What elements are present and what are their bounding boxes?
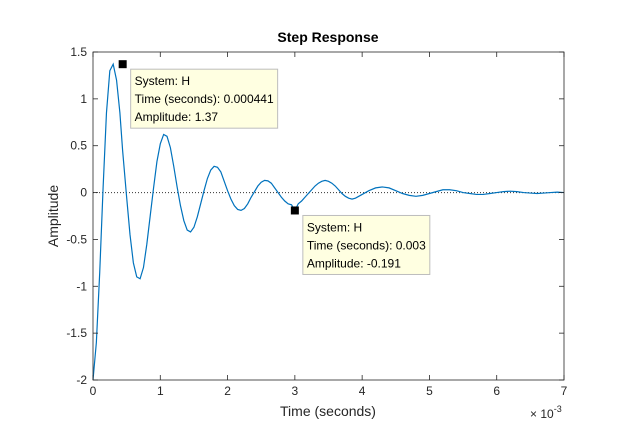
y-tick-label: -2 bbox=[76, 373, 87, 387]
datatip-system: System: H bbox=[135, 74, 190, 88]
series-line-0 bbox=[92, 62, 565, 381]
datatip-amp: Amplitude: 1.37 bbox=[135, 110, 219, 124]
y-tick-label: 1 bbox=[80, 92, 87, 106]
axes-layer bbox=[92, 51, 565, 381]
y-tick-label: 0.5 bbox=[70, 139, 87, 153]
datatip-marker-0 bbox=[118, 60, 127, 69]
y-tick-label: 0 bbox=[80, 186, 87, 200]
x-tick-label: 1 bbox=[157, 384, 164, 398]
y-tick-label: -1.5 bbox=[66, 326, 87, 340]
datatip-amp: Amplitude: -0.191 bbox=[307, 256, 401, 270]
x-tick-label: 4 bbox=[359, 384, 366, 398]
datatip-0: System: H Time (seconds): 0.000441 Amplitu… bbox=[130, 68, 279, 129]
datatip-time: Time (seconds): 0.003 bbox=[307, 238, 426, 252]
x-exponent: × 10-3 bbox=[530, 404, 562, 421]
y-tick-label: -0.5 bbox=[66, 232, 87, 246]
x-exponent-power: -3 bbox=[554, 404, 562, 414]
datatip-marker-1 bbox=[290, 206, 299, 215]
axes-box bbox=[92, 51, 565, 381]
datatip-1: System: H Time (seconds): 0.003 Amplitude:… bbox=[302, 214, 431, 275]
x-axis-label: Time (seconds) bbox=[280, 403, 376, 419]
datatip-system: System: H bbox=[307, 220, 362, 234]
x-tick-label: 6 bbox=[493, 384, 500, 398]
datatip-box bbox=[130, 68, 279, 129]
x-tick-label: 0 bbox=[90, 384, 97, 398]
x-tick-label: 3 bbox=[292, 384, 299, 398]
y-axis-label: Amplitude bbox=[45, 185, 61, 247]
x-tick-label: 2 bbox=[224, 384, 231, 398]
y-tick-label: 1.5 bbox=[70, 45, 87, 59]
svg-text:× 10-3: × 10-3 bbox=[530, 404, 562, 421]
datatip-layer: System: H Time (seconds): 0.000441 Amplitu… bbox=[118, 60, 431, 275]
chart-title: Step Response bbox=[277, 29, 378, 45]
x-tick-label: 7 bbox=[561, 384, 568, 398]
datatip-box bbox=[302, 214, 431, 275]
plot-layer bbox=[92, 62, 565, 381]
x-exponent-base: × 10 bbox=[530, 407, 554, 421]
datatip-time: Time (seconds): 0.000441 bbox=[135, 92, 274, 106]
tick-layer: 0 1 2 3 4 5 6 7 -2 -1.5 -1 -0.5 0 0.5 1 1.5 bbox=[66, 45, 567, 398]
y-tick-label: -1 bbox=[76, 279, 87, 293]
x-tick-label: 5 bbox=[426, 384, 433, 398]
